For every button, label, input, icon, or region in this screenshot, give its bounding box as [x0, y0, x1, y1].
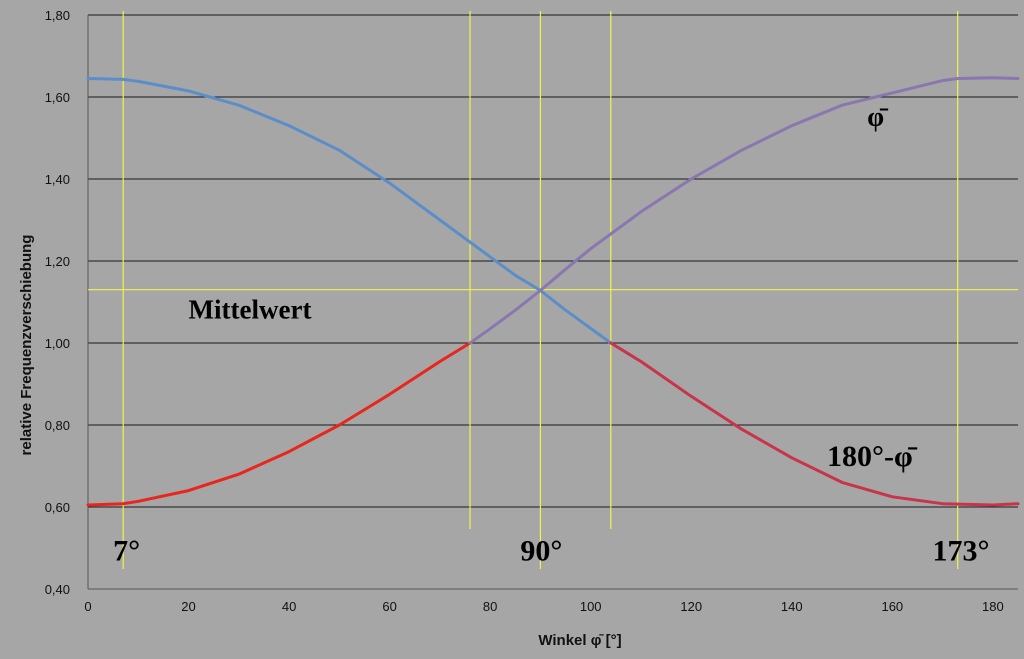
y-tick-label: 1,40 — [45, 172, 70, 187]
y-tick-label: 1,20 — [45, 254, 70, 269]
vertical-marker-layer — [88, 11, 1018, 569]
series-layer — [86, 76, 1020, 507]
annotation-label: 180°-φ̄ — [827, 440, 918, 473]
x-tick-label: 160 — [881, 599, 903, 614]
y-axis-title: relative Frequenzverschiebung — [18, 235, 35, 456]
y-tick-label: 1,60 — [45, 90, 70, 105]
tick-layer: 0,40 0,60 0,80 1,00 1,20 1,40 1,60 1,80 0 20 40 60 8… — [45, 8, 1004, 614]
annotation-label: 173° — [933, 534, 990, 567]
annotation-layer: Mittelwert φ̄ 180°-φ̄ 7° 90° 173° — [113, 102, 989, 568]
series-line — [86, 341, 472, 507]
x-tick-label: 40 — [282, 599, 296, 614]
x-tick-label: 20 — [181, 599, 195, 614]
series-line — [86, 77, 613, 345]
y-tick-label: 1,00 — [45, 336, 70, 351]
x-tick-label: 140 — [781, 599, 803, 614]
x-tick-label: 80 — [483, 599, 497, 614]
x-tick-label: 100 — [580, 599, 602, 614]
x-tick-label: 0 — [84, 599, 91, 614]
y-tick-label: 0,60 — [45, 500, 70, 515]
annotation-label: φ̄ — [867, 102, 889, 132]
x-axis-title: Winkel φ̄ [°] — [538, 632, 621, 649]
annotation-label: 90° — [520, 534, 562, 567]
y-tick-label: 1,80 — [45, 8, 70, 23]
annotation-label: 7° — [113, 534, 140, 567]
y-tick-label: 0,40 — [45, 582, 70, 597]
x-tick-label: 180 — [982, 599, 1004, 614]
y-tick-label: 0,80 — [45, 418, 70, 433]
x-tick-label: 60 — [382, 599, 396, 614]
series-line — [609, 341, 1020, 507]
annotation-label: Mittelwert — [189, 294, 312, 324]
x-tick-label: 120 — [680, 599, 702, 614]
series-line — [468, 76, 1020, 345]
grid-layer — [87, 14, 1018, 590]
